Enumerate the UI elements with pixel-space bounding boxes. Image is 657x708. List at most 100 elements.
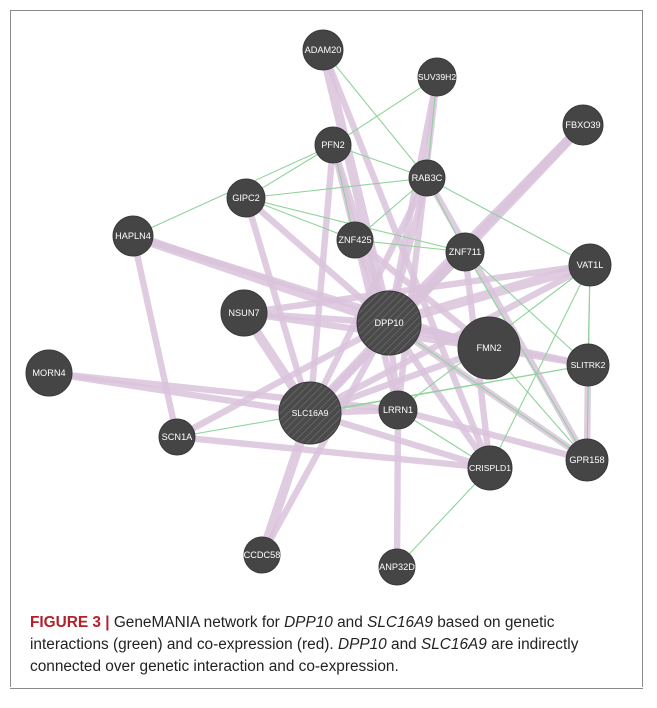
coexpression-edge-scn1a-crispld1	[173, 433, 494, 472]
node-fbxo39[interactable]: FBXO39	[562, 104, 604, 146]
node-lrrn1[interactable]: LRRN1	[378, 390, 418, 430]
node-label-gpr158: GPR158	[569, 455, 604, 465]
node-gipc2[interactable]: GIPC2	[226, 178, 266, 218]
node-circle-scn1a[interactable]	[158, 418, 196, 456]
node-fmn2[interactable]: FMN2	[457, 316, 521, 380]
node-label-crispld1: CRISPLD1	[469, 463, 511, 473]
caption-text-and-2: and	[386, 636, 421, 653]
node-circle-suv39h2[interactable]	[417, 57, 457, 97]
coexpression-edge-dpp10-scn1a	[173, 319, 393, 441]
genemania-network: ADAM20 SUV39H2 FBXO39 PFN2 RAB3C GIPC2 HAPLN4 Z…	[25, 29, 612, 586]
node-label-ccdc58: CCDC58	[244, 550, 281, 560]
node-circle-ccdc58[interactable]	[243, 536, 281, 574]
node-label-slc16a9: SLC16A9	[292, 408, 329, 418]
node-vat1l[interactable]: VAT1L	[568, 243, 612, 287]
coexpression-edge-hapln4-scn1a	[129, 232, 181, 441]
node-label-adam20: ADAM20	[305, 45, 342, 55]
node-label-anp32d: ANP32D	[379, 562, 415, 572]
node-circle-gpr158[interactable]	[565, 438, 609, 482]
frame-divider	[10, 688, 643, 689]
figure-caption: FIGURE 3 | GeneMANIA network for DPP10 a…	[30, 612, 635, 678]
node-label-nsun7: NSUN7	[228, 308, 259, 318]
node-label-pfn2: PFN2	[321, 140, 345, 150]
genetic-edge-suv39h2-pfn2	[332, 76, 438, 146]
caption-gene-dpp10-2: DPP10	[337, 636, 387, 653]
caption-text-2: based on genetic interactions (green) an…	[30, 614, 555, 653]
node-label-hapln4: HAPLN4	[115, 231, 151, 241]
node-morn4[interactable]: MORN4	[25, 349, 73, 397]
node-circle-slitrk2[interactable]	[566, 343, 610, 387]
caption-gene-slc16a9-2: SLC16A9	[420, 636, 487, 653]
genetic-edge-rab3c-vat1l	[426, 177, 591, 266]
node-circle-pfn2[interactable]	[314, 126, 352, 164]
node-circle-slc16a9[interactable]	[278, 381, 342, 445]
node-circle-znf425[interactable]	[336, 221, 374, 259]
figure-label: FIGURE 3 |	[30, 614, 110, 631]
genetic-edge-crispld1-anp32d	[396, 467, 491, 568]
coexpression-edges	[45, 45, 595, 571]
figure-frame	[10, 10, 643, 687]
node-label-gipc2: GIPC2	[232, 193, 260, 203]
node-circle-vat1l[interactable]	[568, 243, 612, 287]
node-slc16a9[interactable]: SLC16A9	[278, 381, 342, 445]
node-crispld1[interactable]: CRISPLD1	[467, 445, 513, 491]
genetic-edge-dpp10-gpr158	[388, 322, 588, 461]
genetic-edge-rab3c-gipc2	[245, 177, 428, 199]
node-label-morn4: MORN4	[32, 368, 65, 378]
caption-gene-slc16a9: SLC16A9	[367, 614, 433, 631]
node-adam20[interactable]: ADAM20	[302, 29, 344, 71]
node-circle-morn4[interactable]	[25, 349, 73, 397]
coexpression-edge-pfn2-slc16a9	[306, 141, 337, 417]
node-circle-anp32d[interactable]	[378, 548, 416, 586]
node-pfn2[interactable]: PFN2	[314, 126, 352, 164]
genetic-edge-znf711-slitrk2	[464, 251, 589, 366]
node-circle-nsun7[interactable]	[220, 289, 268, 337]
node-label-rab3c: RAB3C	[412, 173, 443, 183]
node-circle-hapln4[interactable]	[112, 215, 154, 257]
node-circle-rab3c[interactable]	[408, 159, 446, 197]
node-circle-fbxo39[interactable]	[562, 104, 604, 146]
caption-text-3: are indirectly connected over genetic in…	[30, 636, 579, 675]
caption-text-1: GeneMANIA network for	[109, 614, 285, 631]
node-anp32d[interactable]: ANP32D	[378, 548, 416, 586]
node-label-vat1l: VAT1L	[577, 260, 604, 270]
node-gpr158[interactable]: GPR158	[565, 438, 609, 482]
coexpression-edge-lrrn1-gpr158	[394, 406, 591, 464]
node-label-znf425: ZNF425	[338, 235, 371, 245]
coexpression-edge-vat1l-nsun7	[240, 261, 594, 317]
node-rab3c[interactable]: RAB3C	[408, 159, 446, 197]
node-circle-adam20[interactable]	[302, 29, 344, 71]
node-nsun7[interactable]: NSUN7	[220, 289, 268, 337]
node-slitrk2[interactable]: SLITRK2	[566, 343, 610, 387]
genetic-edge-vat1l-crispld1	[489, 264, 591, 469]
node-label-suv39h2: SUV39H2	[418, 72, 456, 82]
node-circle-fmn2[interactable]	[457, 316, 521, 380]
caption-gene-dpp10: DPP10	[284, 614, 333, 631]
node-suv39h2[interactable]: SUV39H2	[417, 57, 457, 97]
genetic-interaction-edges	[132, 49, 591, 568]
node-label-dpp10: DPP10	[374, 318, 403, 328]
node-znf425[interactable]: ZNF425	[336, 221, 374, 259]
genetic-edge-adam20-rab3c	[322, 49, 428, 179]
node-circle-crispld1[interactable]	[467, 445, 513, 491]
node-ccdc58[interactable]: CCDC58	[243, 536, 281, 574]
node-circle-znf711[interactable]	[445, 232, 485, 272]
node-circle-dpp10[interactable]	[356, 290, 422, 356]
node-circle-gipc2[interactable]	[226, 178, 266, 218]
node-znf711[interactable]: ZNF711	[445, 232, 485, 272]
coexpression-edge-pfn2-lrrn1	[329, 141, 402, 414]
node-label-fbxo39: FBXO39	[565, 120, 600, 130]
node-circle-lrrn1[interactable]	[378, 390, 418, 430]
caption-text-and: and	[332, 614, 368, 631]
node-label-slitrk2: SLITRK2	[571, 360, 606, 370]
node-label-fmn2: FMN2	[476, 343, 501, 353]
genetic-edge-znf711-gpr158	[464, 251, 588, 461]
node-label-scn1a: SCN1A	[162, 432, 194, 442]
node-dpp10[interactable]: DPP10	[356, 290, 422, 356]
node-label-lrrn1: LRRN1	[383, 405, 413, 415]
node-scn1a[interactable]: SCN1A	[158, 418, 196, 456]
coexpression-edge-lrrn1-anp32d	[393, 406, 402, 571]
node-label-znf711: ZNF711	[449, 247, 482, 257]
coexpression-edge-suv39h2-lrrn1	[394, 73, 441, 414]
node-hapln4[interactable]: HAPLN4	[112, 215, 154, 257]
